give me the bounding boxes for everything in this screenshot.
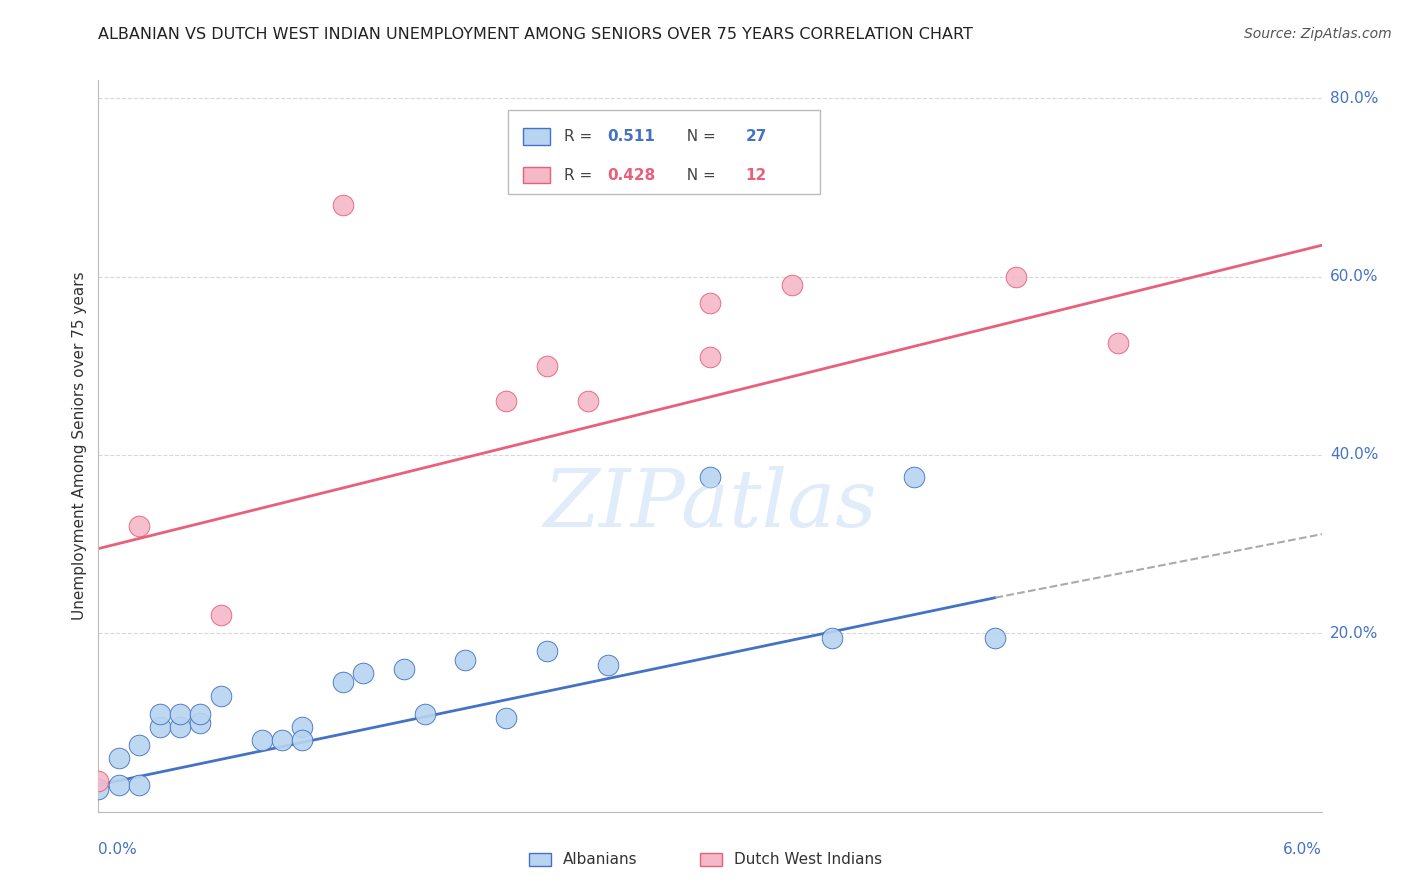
FancyBboxPatch shape [700,853,723,866]
Point [495,711,517,725]
Point [1004,269,1026,284]
FancyBboxPatch shape [523,167,550,183]
Point [209,689,232,703]
Text: 0.428: 0.428 [607,168,655,183]
Text: Albanians: Albanians [564,852,638,867]
Text: N =: N = [678,129,721,144]
Point [332,675,354,690]
Point [128,738,150,752]
Point [699,350,721,364]
Point [1107,336,1129,351]
Point [536,359,558,373]
Point [598,657,620,672]
Point [699,296,721,310]
Text: 20.0%: 20.0% [1330,626,1378,640]
Point [536,644,558,658]
Point [209,608,232,623]
Point [699,470,721,484]
Point [169,720,191,734]
Point [291,733,314,747]
Point [128,519,150,533]
Point [495,394,517,409]
Point [903,470,925,484]
FancyBboxPatch shape [523,128,550,145]
Text: 0.0%: 0.0% [98,842,138,857]
Point [392,662,416,676]
Point [188,715,212,730]
Text: N =: N = [678,168,721,183]
Text: 0.511: 0.511 [607,129,655,144]
Text: R =: R = [564,129,598,144]
Y-axis label: Unemployment Among Seniors over 75 years: Unemployment Among Seniors over 75 years [72,272,87,620]
Text: ALBANIAN VS DUTCH WEST INDIAN UNEMPLOYMENT AMONG SENIORS OVER 75 YEARS CORRELATI: ALBANIAN VS DUTCH WEST INDIAN UNEMPLOYME… [98,27,973,42]
Point [576,394,599,409]
Text: Source: ZipAtlas.com: Source: ZipAtlas.com [1244,27,1392,41]
Point [413,706,436,721]
Point [149,720,172,734]
Point [108,751,131,765]
Point [332,198,354,212]
Point [169,706,191,721]
Text: 12: 12 [745,168,766,183]
Point [352,666,374,681]
Text: 40.0%: 40.0% [1330,448,1378,462]
Text: 6.0%: 6.0% [1282,842,1322,857]
Text: Dutch West Indians: Dutch West Indians [734,852,883,867]
Text: R =: R = [564,168,598,183]
Point [149,706,172,721]
Text: 60.0%: 60.0% [1330,269,1378,284]
Point [250,733,273,747]
FancyBboxPatch shape [508,110,820,194]
Point [128,778,150,792]
Point [87,773,110,788]
Point [108,778,131,792]
Point [188,706,212,721]
FancyBboxPatch shape [529,853,551,866]
Point [270,733,292,747]
Text: ZIPatlas: ZIPatlas [543,466,877,543]
Text: 27: 27 [745,129,766,144]
Point [984,631,1007,645]
Point [821,631,844,645]
Point [454,653,477,667]
Point [291,720,314,734]
Point [87,782,110,797]
Text: 80.0%: 80.0% [1330,91,1378,105]
Point [780,278,803,293]
